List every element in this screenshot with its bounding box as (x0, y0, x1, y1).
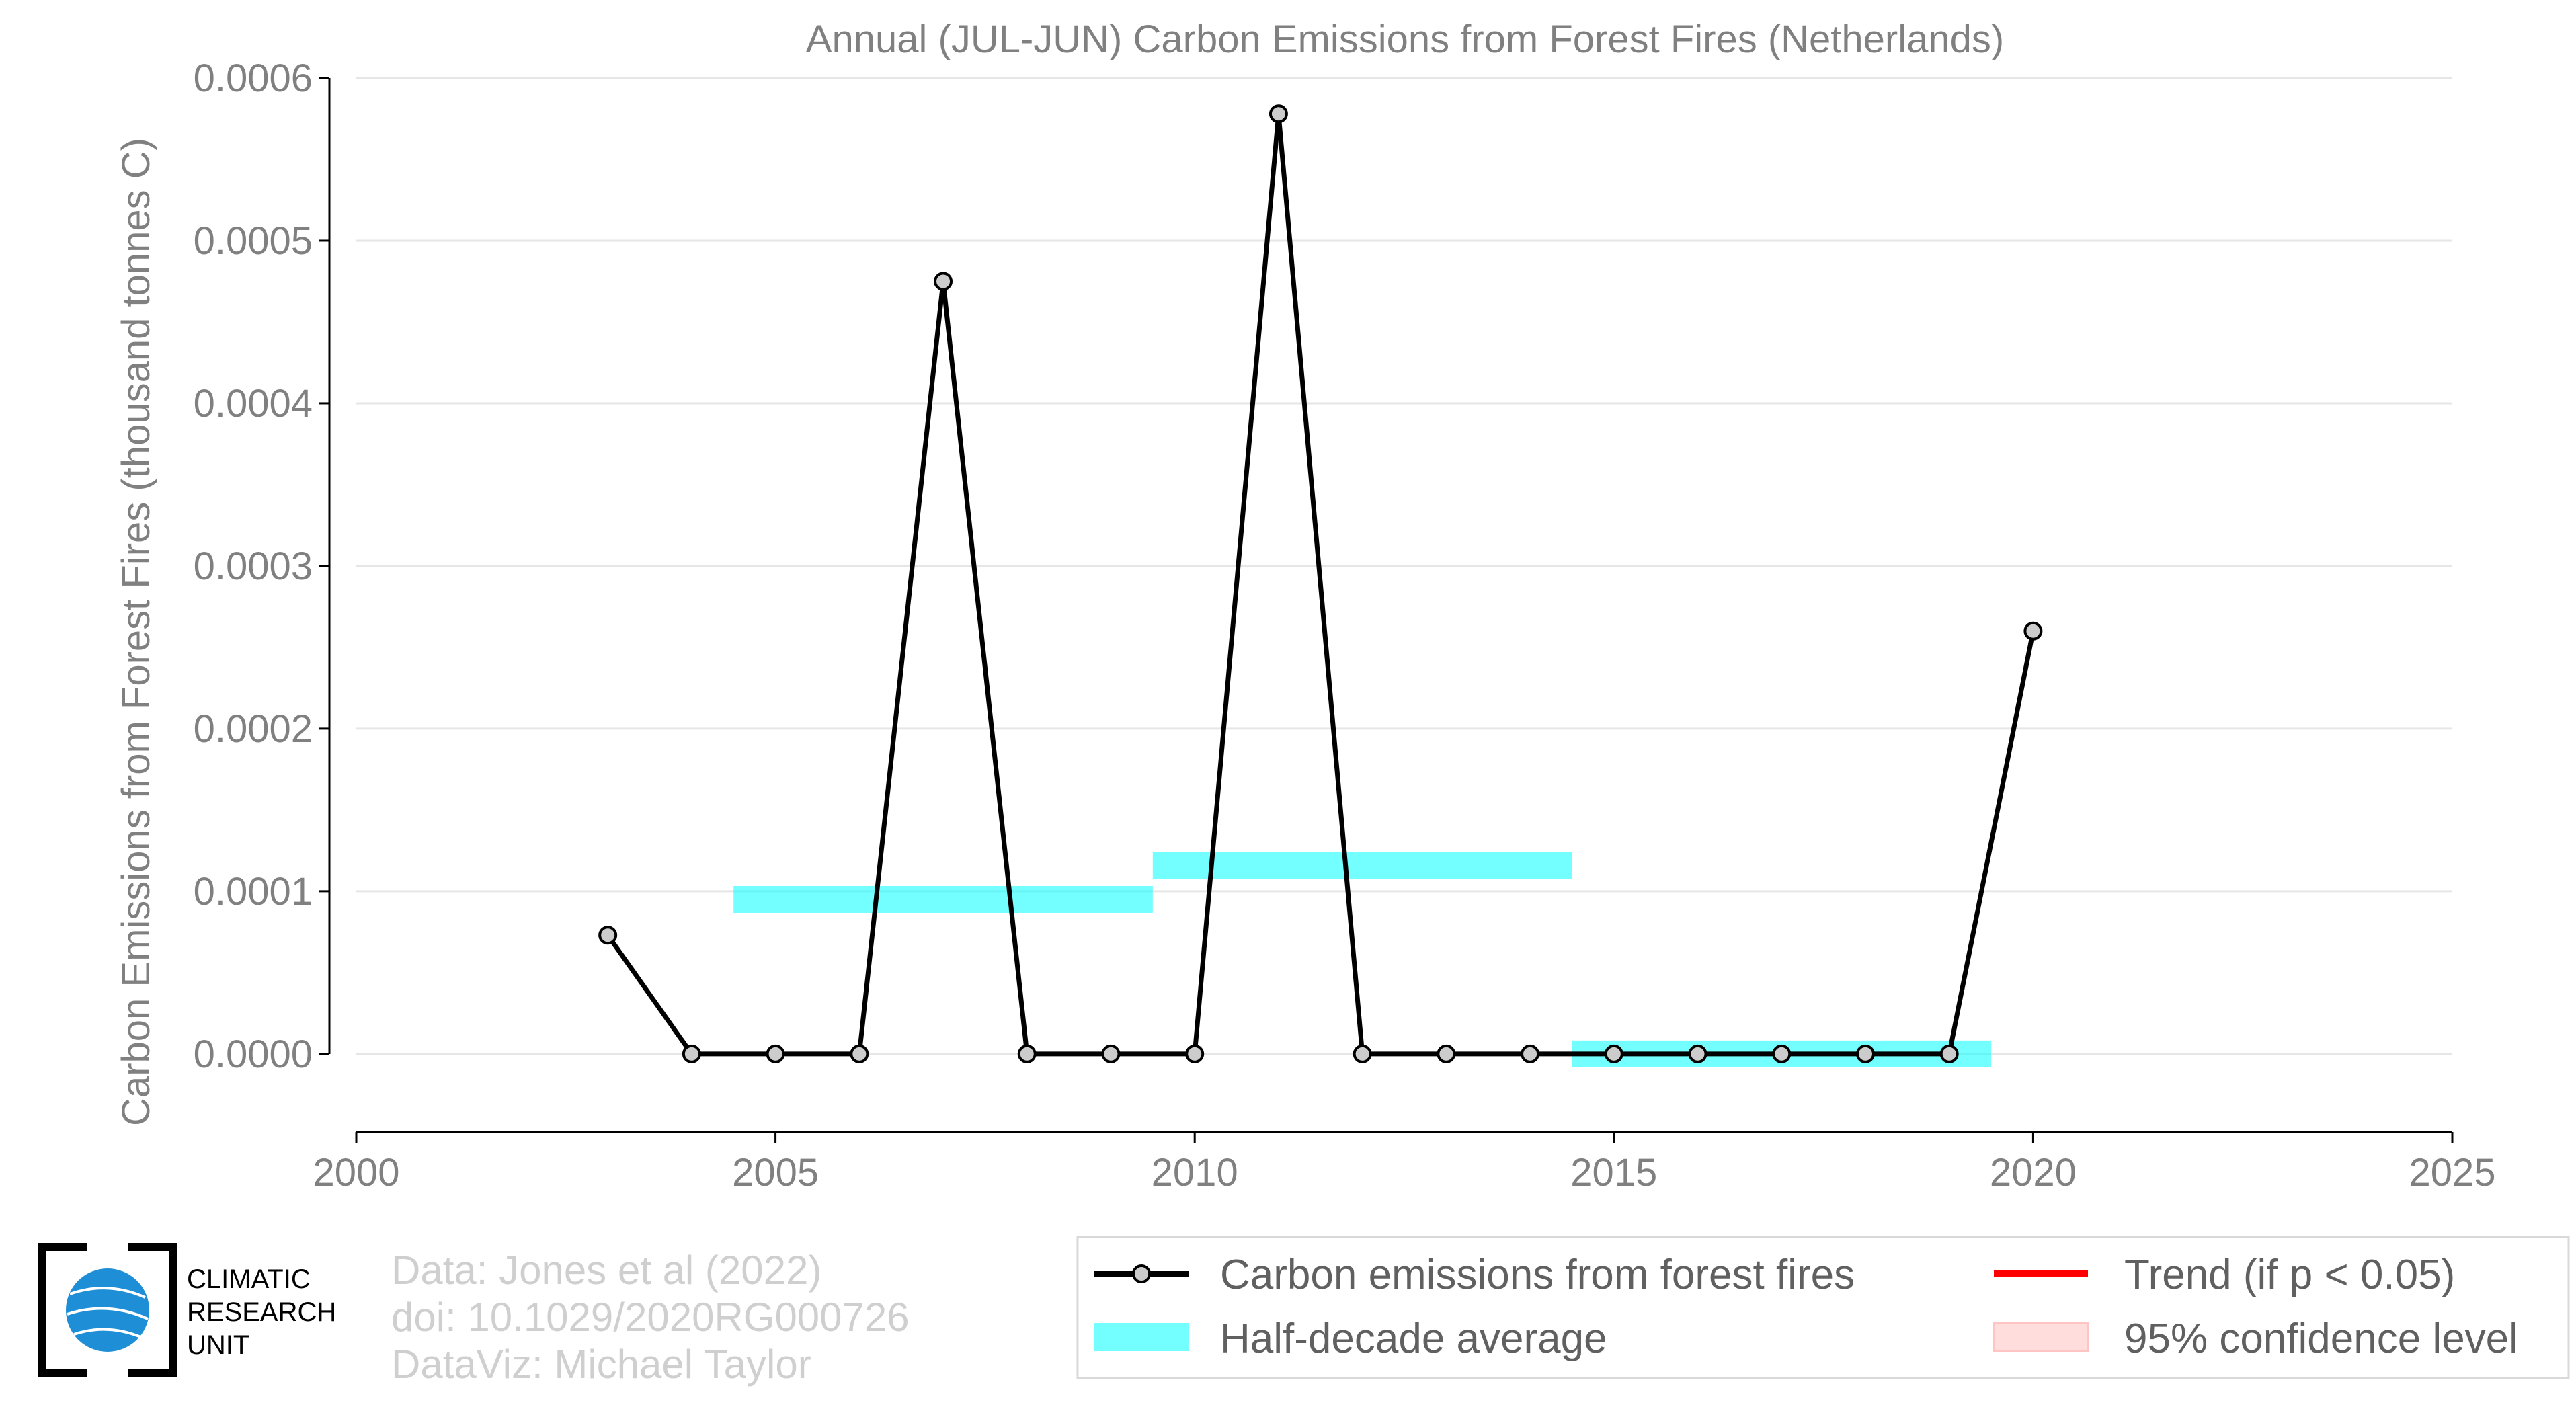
legend-frame (1076, 1236, 2570, 1379)
logo-line-3: UNIT (187, 1330, 249, 1360)
x-tick-label: 2025 (2409, 1151, 2495, 1195)
cru-logo: CLIMATIC RESEARCH UNIT (38, 1243, 336, 1377)
x-tick-label: 2010 (1152, 1151, 1238, 1195)
series-carbon-emissions (598, 104, 2043, 1063)
logo-line-2: RESEARCH (187, 1297, 336, 1327)
x-tick-label: 2005 (732, 1151, 819, 1195)
data-point (1772, 1044, 1792, 1063)
data-point (1017, 1044, 1037, 1063)
half-decade-bar (733, 885, 1153, 913)
data-point (850, 1044, 869, 1063)
legend-label-confidence: 95% confidence level (2124, 1316, 2518, 1362)
x-tick-label: 2020 (1990, 1151, 2077, 1195)
data-point (1353, 1044, 1372, 1063)
series-line (606, 113, 2036, 1057)
credit-line-data: Data: Jones et al (2022) (391, 1248, 821, 1293)
data-point (1855, 1044, 1875, 1063)
data-point (1437, 1044, 1456, 1063)
y-tick-label: 0.0001 (194, 870, 313, 914)
logo-line-1: CLIMATIC (187, 1264, 311, 1294)
data-point (1688, 1044, 1707, 1063)
data-point (1269, 104, 1288, 124)
legend-swatch-emissions-marker (1132, 1264, 1151, 1283)
y-tick-label: 0.0000 (194, 1033, 313, 1076)
globe-lines (67, 1287, 149, 1339)
half-decade-bar (1152, 852, 1572, 879)
credit-line-dataviz: DataViz: Michael Taylor (391, 1342, 811, 1387)
logo-frame-right (128, 1243, 177, 1377)
axes (328, 78, 2452, 1133)
data-point (598, 926, 618, 945)
y-tick-label: 0.0005 (194, 219, 313, 263)
y-ticks: 0.0000 0.0001 0.0002 0.0003 0.0004 0.0005 0.00… (194, 56, 329, 1076)
x-tick-label: 2000 (313, 1151, 399, 1195)
credit-line-doi: doi: 10.1029/2020RG000726 (391, 1295, 910, 1340)
data-point (934, 272, 953, 291)
y-tick-label: 0.0003 (194, 544, 313, 588)
y-tick-label: 0.0002 (194, 707, 313, 751)
data-point (1939, 1044, 1959, 1063)
data-point (682, 1044, 701, 1063)
logo-frame (38, 1243, 87, 1377)
legend-label-emissions: Carbon emissions from forest fires (1220, 1252, 1855, 1298)
chart-title: Annual (JUL-JUN) Carbon Emissions from F… (806, 17, 2004, 61)
data-point (766, 1044, 785, 1063)
legend-swatch-confidence (1993, 1322, 2089, 1352)
legend-label-trend: Trend (if p < 0.05) (2124, 1252, 2455, 1298)
y-tick-label: 0.0004 (194, 382, 313, 426)
y-tick-label: 0.0006 (194, 56, 313, 100)
credits: Data: Jones et al (2022) doi: 10.1029/20… (391, 1248, 910, 1387)
x-ticks: 2000 2005 2010 2015 2020 2025 (313, 1132, 2496, 1195)
legend-label-half-decade: Half-decade average (1220, 1316, 1607, 1362)
y-axis-label: Carbon Emissions from Forest Fires (thou… (114, 138, 158, 1126)
data-point (1185, 1044, 1205, 1063)
grid-lines (356, 77, 2452, 1055)
data-point (2023, 621, 2043, 641)
legend-swatch-half-decade (1094, 1323, 1189, 1351)
x-tick-label: 2015 (1570, 1151, 1657, 1195)
legend: Carbon emissions from forest fires Trend… (1076, 1236, 2570, 1379)
data-point (1521, 1044, 1540, 1063)
data-point (1101, 1044, 1121, 1063)
data-point (1604, 1044, 1623, 1063)
